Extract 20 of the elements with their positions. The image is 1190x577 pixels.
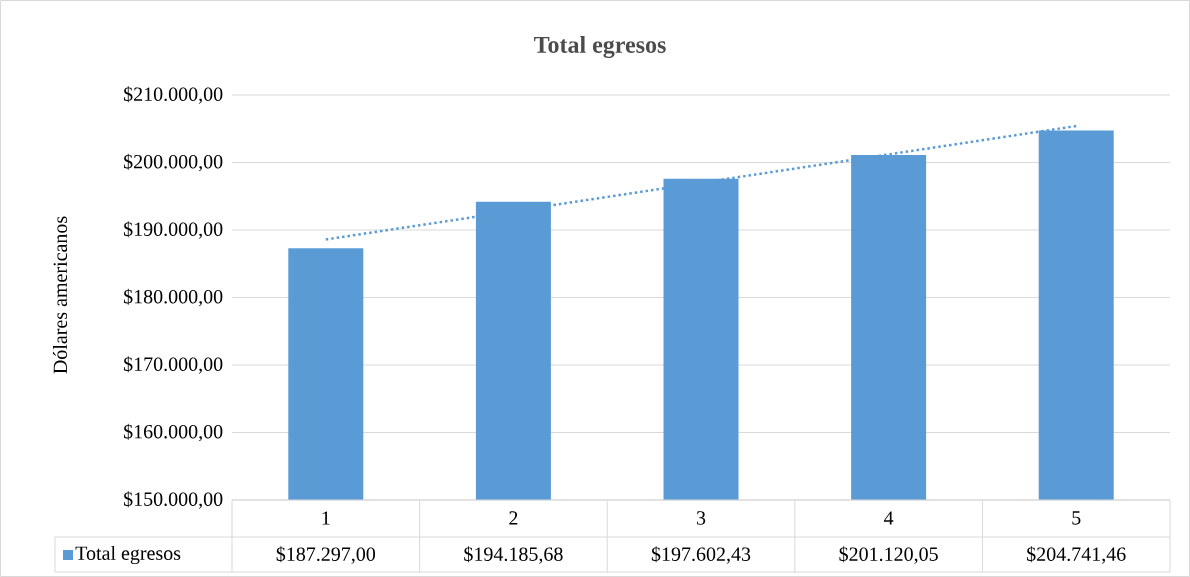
data-label: $194.185,68 bbox=[464, 546, 563, 564]
y-axis-title: Dólares americanos bbox=[52, 216, 68, 374]
x-tick-label: 5 bbox=[1072, 511, 1081, 525]
data-label: $197.602,43 bbox=[651, 546, 751, 564]
y-tick-label: $190.000,00 bbox=[123, 221, 223, 239]
x-tick-label: 4 bbox=[884, 511, 894, 525]
y-tick-label: $170.000,00 bbox=[123, 356, 223, 374]
y-tick-label: $200.000,00 bbox=[123, 153, 223, 172]
data-label: $204.741,46 bbox=[1027, 546, 1126, 564]
y-tick-label: $150.000,00 bbox=[123, 491, 223, 509]
y-tick-label: $180.000,00 bbox=[123, 288, 223, 307]
chart-title: Total egresos bbox=[534, 36, 666, 58]
x-tick-label: 1 bbox=[322, 511, 330, 525]
y-tick-label: $210.000,00 bbox=[123, 86, 223, 104]
data-label: $187.297,00 bbox=[276, 546, 376, 564]
x-tick-label: 3 bbox=[696, 511, 706, 525]
legend-label: Total egresos bbox=[75, 545, 181, 565]
y-tick-label: $160.000,00 bbox=[123, 423, 223, 442]
x-tick-label: 2 bbox=[509, 511, 518, 525]
data-label: $201.120,05 bbox=[839, 546, 938, 564]
